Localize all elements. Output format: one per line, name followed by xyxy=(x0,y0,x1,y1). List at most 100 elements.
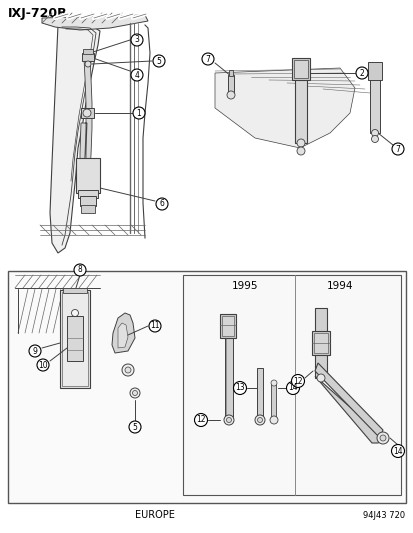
Text: IXJ-720B: IXJ-720B xyxy=(8,7,67,20)
Circle shape xyxy=(376,432,388,444)
Text: 7: 7 xyxy=(394,144,399,154)
Circle shape xyxy=(74,264,86,276)
Text: 13: 13 xyxy=(235,384,244,392)
Bar xyxy=(81,205,95,213)
Text: 9: 9 xyxy=(33,346,37,356)
Text: 8: 8 xyxy=(78,265,82,274)
Circle shape xyxy=(286,382,299,394)
Text: 14: 14 xyxy=(392,447,402,456)
Bar xyxy=(83,49,93,54)
Circle shape xyxy=(133,107,145,119)
Circle shape xyxy=(29,345,41,357)
Bar xyxy=(291,58,309,80)
Bar xyxy=(63,288,87,293)
Bar xyxy=(60,290,90,388)
Circle shape xyxy=(131,34,142,46)
Polygon shape xyxy=(314,376,384,443)
Circle shape xyxy=(379,435,385,441)
Bar xyxy=(81,108,94,118)
Circle shape xyxy=(85,61,91,67)
Circle shape xyxy=(269,416,277,424)
Circle shape xyxy=(83,109,91,117)
Bar xyxy=(228,70,233,76)
Circle shape xyxy=(202,53,214,65)
Circle shape xyxy=(355,67,367,79)
Text: 12: 12 xyxy=(196,416,205,424)
Text: 1995: 1995 xyxy=(231,281,258,291)
Text: 10: 10 xyxy=(38,360,47,369)
Circle shape xyxy=(130,388,140,398)
Bar xyxy=(76,158,100,193)
Circle shape xyxy=(254,415,264,425)
Text: 3: 3 xyxy=(134,36,139,44)
Bar xyxy=(228,75,233,93)
Bar xyxy=(67,316,83,361)
Circle shape xyxy=(296,147,304,155)
Bar xyxy=(313,333,327,353)
Circle shape xyxy=(370,135,377,142)
Text: 2: 2 xyxy=(359,69,363,77)
Text: 5: 5 xyxy=(132,423,137,432)
Text: 14: 14 xyxy=(287,384,297,392)
Text: 11: 11 xyxy=(150,321,159,330)
Polygon shape xyxy=(118,323,128,348)
Text: 6: 6 xyxy=(159,199,164,208)
Text: 1994: 1994 xyxy=(326,281,352,291)
Bar xyxy=(294,78,306,143)
Text: 94J43 720: 94J43 720 xyxy=(362,511,404,520)
Circle shape xyxy=(156,198,168,210)
Circle shape xyxy=(131,69,142,81)
Circle shape xyxy=(226,91,235,99)
Bar xyxy=(293,60,307,78)
Circle shape xyxy=(71,329,78,336)
Text: EUROPE: EUROPE xyxy=(135,510,175,520)
Circle shape xyxy=(391,143,403,155)
Circle shape xyxy=(153,55,165,67)
Circle shape xyxy=(71,310,78,317)
Bar xyxy=(224,336,233,418)
Bar xyxy=(311,331,329,355)
Circle shape xyxy=(370,130,377,136)
Text: 7: 7 xyxy=(205,54,210,63)
Bar xyxy=(219,314,235,338)
Circle shape xyxy=(291,375,304,387)
Bar xyxy=(369,78,379,133)
Bar xyxy=(314,308,326,378)
Circle shape xyxy=(271,380,276,386)
Circle shape xyxy=(125,367,131,373)
Text: 4: 4 xyxy=(134,70,139,79)
Circle shape xyxy=(316,374,324,382)
Bar xyxy=(256,368,262,418)
Text: 5: 5 xyxy=(156,56,161,66)
Bar xyxy=(62,292,88,386)
Bar xyxy=(78,190,98,198)
Circle shape xyxy=(296,139,304,147)
Circle shape xyxy=(132,391,137,395)
Polygon shape xyxy=(50,25,100,253)
Circle shape xyxy=(129,421,141,433)
Bar xyxy=(221,316,233,336)
Polygon shape xyxy=(80,58,92,205)
Text: 12: 12 xyxy=(292,376,302,385)
Circle shape xyxy=(391,445,404,457)
Bar xyxy=(8,271,405,503)
Bar xyxy=(80,196,96,206)
Circle shape xyxy=(194,414,207,426)
Circle shape xyxy=(122,364,134,376)
Circle shape xyxy=(233,382,246,394)
Bar xyxy=(82,53,94,61)
Polygon shape xyxy=(112,313,135,353)
Circle shape xyxy=(257,417,262,423)
Circle shape xyxy=(37,359,49,371)
Polygon shape xyxy=(42,15,147,30)
Circle shape xyxy=(71,350,78,357)
Circle shape xyxy=(149,320,161,332)
Polygon shape xyxy=(214,68,354,148)
Text: 1: 1 xyxy=(136,109,141,117)
Bar xyxy=(183,275,400,495)
Bar xyxy=(271,383,275,418)
Circle shape xyxy=(223,415,233,425)
Polygon shape xyxy=(314,363,382,438)
Bar xyxy=(367,62,381,80)
Circle shape xyxy=(226,417,231,423)
